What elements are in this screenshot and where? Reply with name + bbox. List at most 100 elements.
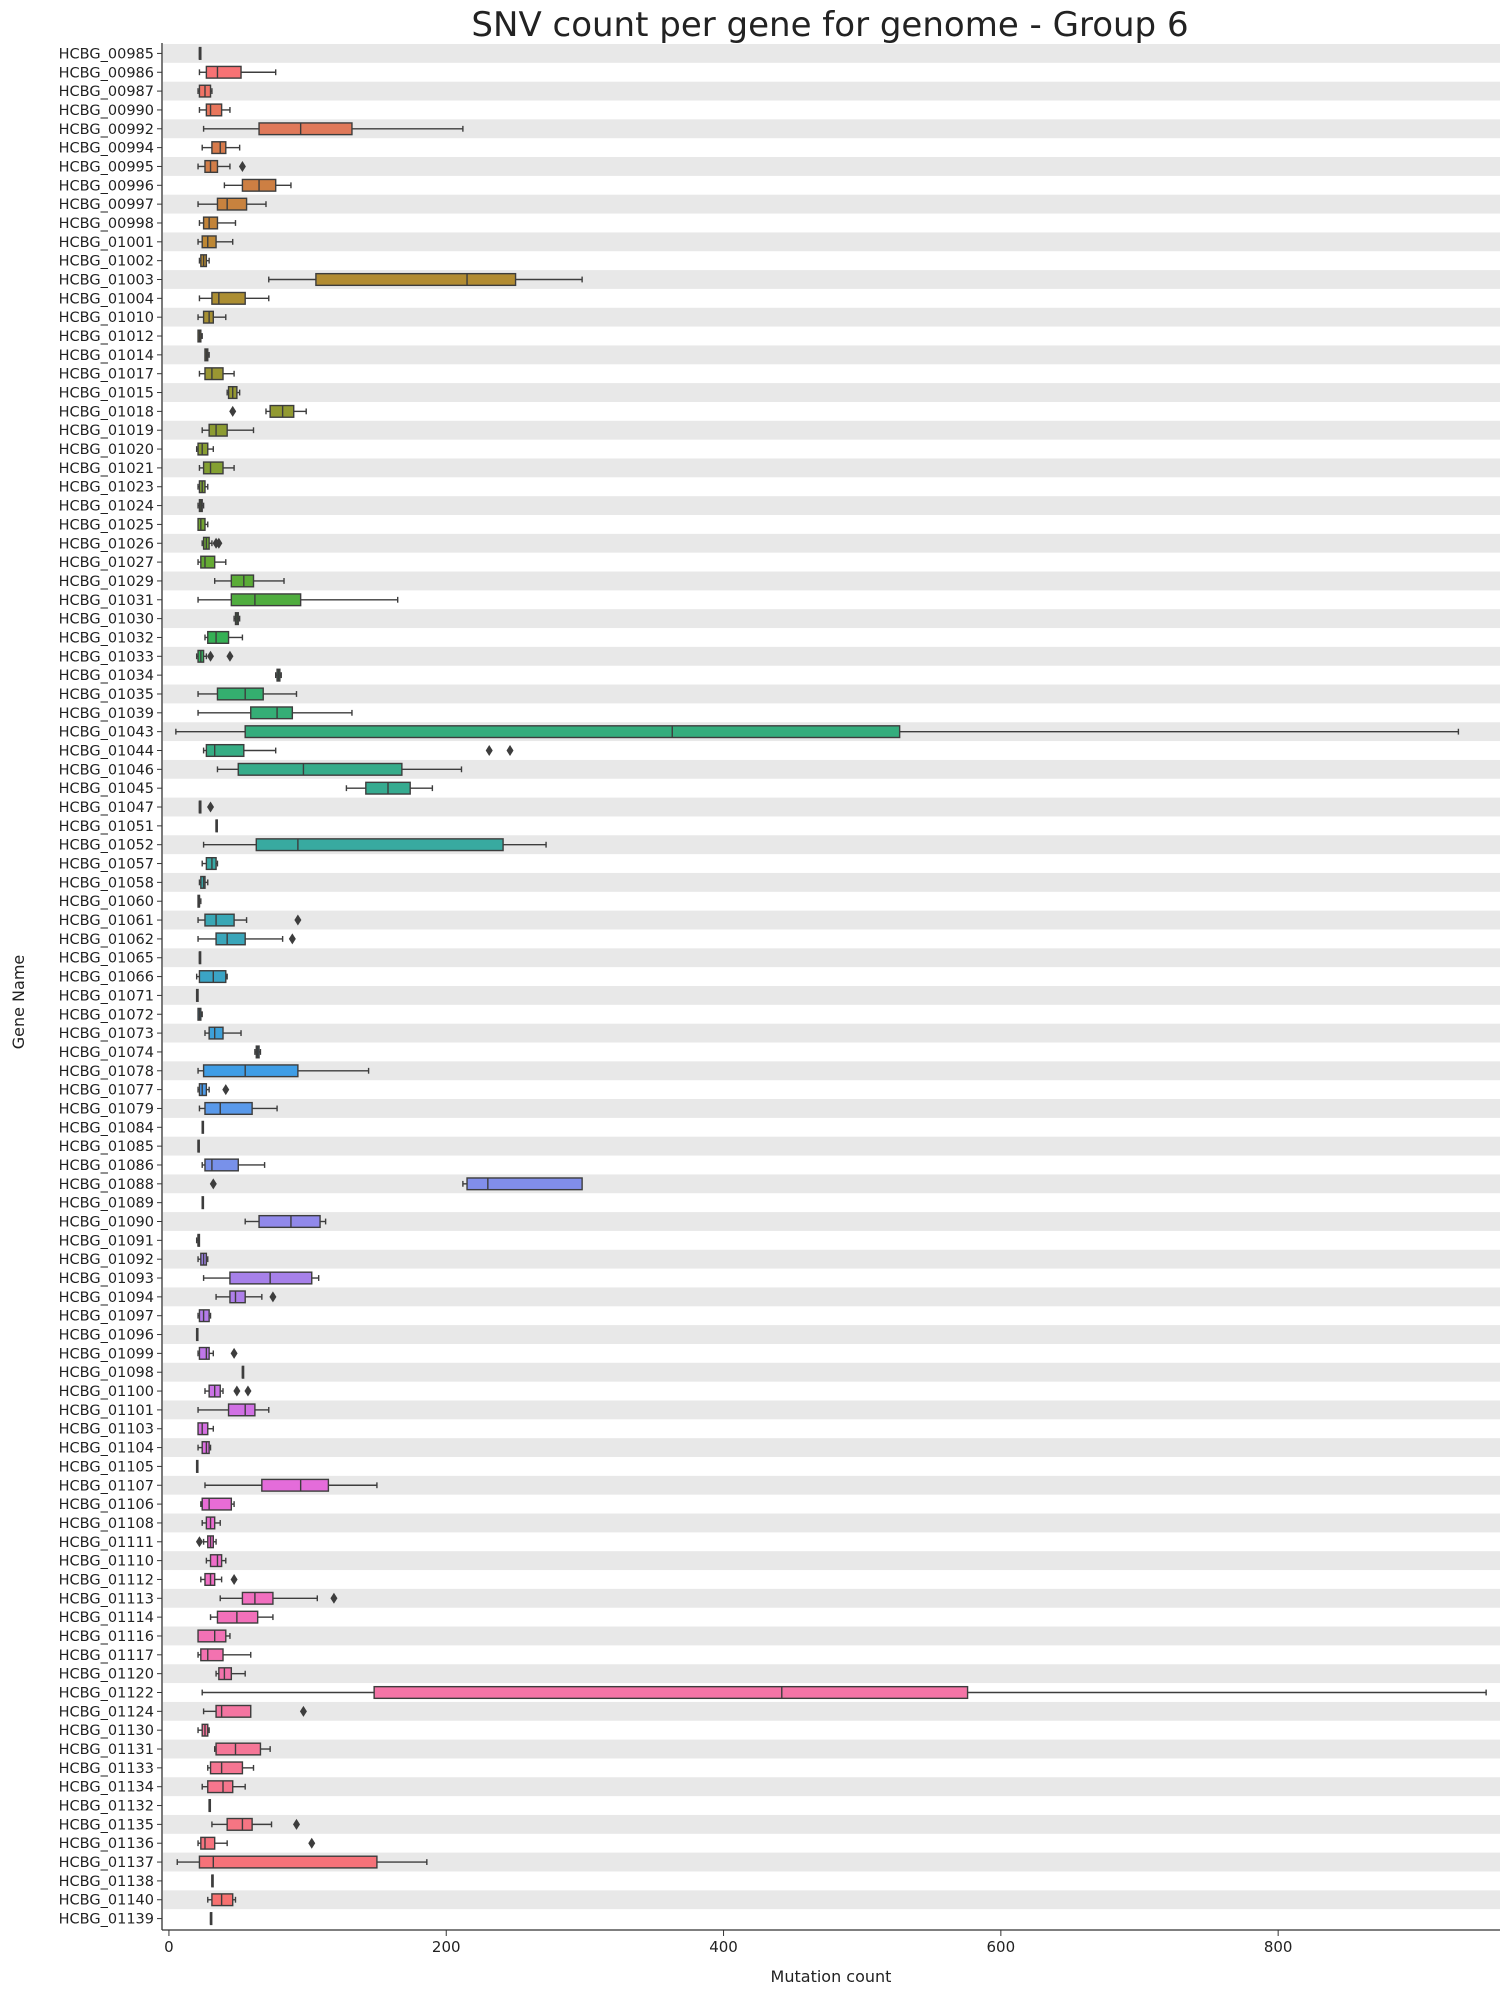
box-hcbg-01031 xyxy=(197,593,399,607)
iqr-box xyxy=(215,1742,262,1756)
y-tick-label: HCBG_00994 xyxy=(59,141,154,157)
box-hcbg-01089 xyxy=(201,1196,205,1210)
iqr-box xyxy=(201,235,217,249)
y-tick-label: HCBG_00985 xyxy=(59,46,154,62)
box-hcbg-01132 xyxy=(208,1798,212,1813)
row-band xyxy=(163,684,1500,704)
iqr-box xyxy=(255,838,504,852)
row-band xyxy=(163,1400,1500,1420)
y-tick-label: HCBG_01113 xyxy=(59,1591,154,1607)
iqr-box xyxy=(211,291,246,305)
y-tick-label: HCBG_01105 xyxy=(59,1459,154,1475)
row-band xyxy=(163,1513,1500,1533)
iqr-box xyxy=(241,1591,274,1605)
row-band xyxy=(163,458,1500,478)
y-tick-label: HCBG_01130 xyxy=(59,1723,154,1739)
outlier-point xyxy=(244,1385,252,1397)
iqr-box xyxy=(205,65,242,79)
y-tick-label: HCBG_01018 xyxy=(59,404,154,420)
row-band xyxy=(163,646,1500,666)
y-tick-label: HCBG_01062 xyxy=(59,932,154,948)
y-tick-label: HCBG_01107 xyxy=(59,1478,154,1494)
iqr-box xyxy=(208,1026,224,1040)
box-hcbg-01012 xyxy=(197,329,203,343)
box-hcbg-01112 xyxy=(200,1572,238,1587)
y-tick-label: HCBG_01092 xyxy=(59,1252,154,1268)
box-hcbg-01066 xyxy=(195,970,228,984)
box-hcbg-01058 xyxy=(198,875,209,889)
iqr-box xyxy=(204,1158,239,1172)
y-tick-label: HCBG_01058 xyxy=(59,875,154,891)
y-tick-label: HCBG_01043 xyxy=(59,725,154,741)
row-band xyxy=(163,157,1500,176)
box-hcbg-01116 xyxy=(197,1629,231,1643)
box-hcbg-01074 xyxy=(254,1045,262,1059)
y-tick-label: HCBG_01029 xyxy=(59,574,154,590)
x-tick-label: 600 xyxy=(987,1938,1016,1956)
y-tick-label: HCBG_01122 xyxy=(59,1686,154,1702)
y-tick-label: HCBG_01031 xyxy=(59,593,154,609)
row-band xyxy=(163,1174,1500,1194)
row-band xyxy=(163,1626,1500,1646)
iqr-box xyxy=(202,461,224,475)
box-hcbg-01043 xyxy=(175,725,1460,739)
row-band xyxy=(163,1890,1500,1910)
box-hcbg-00994 xyxy=(201,141,241,155)
iqr-box xyxy=(202,216,219,230)
box-hcbg-01092 xyxy=(197,1252,209,1266)
iqr-box xyxy=(205,743,245,758)
box-hcbg-01110 xyxy=(205,1554,227,1568)
box-hcbg-01047 xyxy=(198,800,215,814)
box-hcbg-01100 xyxy=(204,1384,252,1398)
y-tick-label: HCBG_01026 xyxy=(59,536,154,552)
box-hcbg-01014 xyxy=(204,348,210,362)
y-tick-label: HCBG_01106 xyxy=(59,1497,154,1513)
iqr-box xyxy=(466,1177,583,1191)
y-tick-label: HCBG_01045 xyxy=(59,781,154,797)
box-hcbg-00985 xyxy=(198,46,202,60)
outlier-point xyxy=(209,1178,217,1190)
box-hcbg-01017 xyxy=(198,367,235,381)
box-hcbg-00997 xyxy=(197,197,267,211)
y-tick-label: HCBG_01134 xyxy=(59,1780,154,1796)
box-hcbg-01062 xyxy=(197,932,296,946)
row-band xyxy=(163,1777,1500,1797)
box-hcbg-01108 xyxy=(201,1516,221,1530)
outlier-point xyxy=(308,1837,316,1849)
row-band xyxy=(163,533,1500,553)
y-tick-label: HCBG_01090 xyxy=(59,1215,154,1231)
box-hcbg-01079 xyxy=(198,1101,278,1116)
box-series xyxy=(175,46,1487,1926)
y-tick-label: HCBG_01027 xyxy=(59,555,154,571)
iqr-box xyxy=(200,1648,224,1662)
x-axis-label: Mutation count xyxy=(771,1967,892,1986)
outlier-point xyxy=(288,933,296,945)
box-hcbg-01122 xyxy=(201,1685,1487,1700)
y-tick-label: HCBG_01094 xyxy=(59,1290,154,1306)
iqr-box xyxy=(230,593,302,607)
iqr-box xyxy=(230,574,255,588)
y-tick-label: HCBG_01015 xyxy=(59,386,154,402)
y-tick-label: HCBG_01030 xyxy=(59,612,154,628)
box-hcbg-01088 xyxy=(209,1177,583,1191)
outlier-point xyxy=(269,1291,277,1303)
y-tick-label: HCBG_01079 xyxy=(59,1101,154,1117)
y-tick-label: HCBG_01061 xyxy=(59,913,154,929)
iqr-box xyxy=(237,762,403,776)
y-tick-label: HCBG_01065 xyxy=(59,951,154,967)
box-hcbg-01052 xyxy=(202,838,547,852)
y-tick-label: HCBG_01093 xyxy=(59,1271,154,1287)
box-hcbg-01138 xyxy=(211,1874,214,1888)
row-band xyxy=(163,986,1500,1005)
y-tick-label: HCBG_01112 xyxy=(59,1572,154,1588)
y-tick-label: HCBG_01033 xyxy=(59,649,154,665)
y-tick-label: HCBG_01111 xyxy=(59,1535,154,1551)
box-hcbg-01057 xyxy=(201,856,219,871)
y-tick-label: HCBG_00990 xyxy=(59,103,154,119)
outlier-point xyxy=(238,160,246,172)
box-hcbg-00990 xyxy=(198,103,231,117)
y-tick-label: HCBG_01017 xyxy=(59,367,154,383)
box-hcbg-01071 xyxy=(195,988,199,1002)
iqr-box xyxy=(201,1497,233,1511)
iqr-box xyxy=(229,1290,246,1304)
